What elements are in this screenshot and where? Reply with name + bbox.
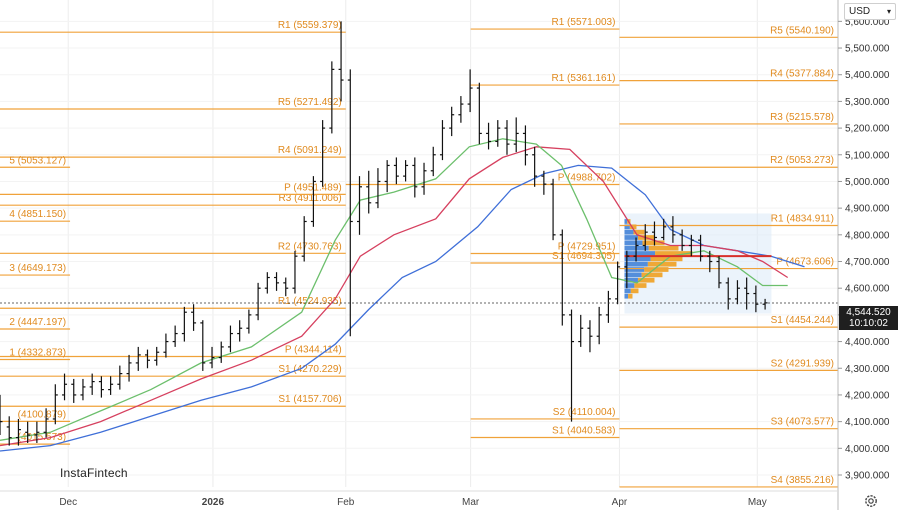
pivot-label: 1 (4332.873) — [9, 347, 66, 358]
gear-icon[interactable] — [864, 494, 878, 508]
volume-profile-bar — [624, 219, 628, 224]
volume-profile-bar — [624, 251, 656, 256]
current-price: 4,544.520 — [846, 307, 891, 318]
pivot-label: R1 (5571.003) — [552, 17, 616, 28]
y-tick-label: 5,600.000 — [845, 17, 890, 28]
pivot-label: R3 (5215.578) — [770, 112, 834, 123]
x-tick-label: Dec — [59, 497, 77, 508]
pivot-label: 2 (4447.197) — [9, 317, 66, 328]
volume-profile-bar — [624, 261, 648, 267]
volume-profile-bar — [641, 272, 663, 278]
pivot-label: S3 (4073.577) — [771, 417, 834, 428]
volume-profile-bar — [634, 283, 647, 288]
chevron-down-icon: ▾ — [886, 7, 891, 16]
pivot-label: P (4729.951) — [558, 242, 616, 253]
pivot-label: 3 (4649.173) — [9, 263, 66, 274]
y-tick-label: 4,600.000 — [845, 284, 890, 295]
ma-fast-line — [0, 138, 788, 441]
pivot-label: R2 (4730.763) — [278, 241, 342, 252]
pivot-label: R3 (4911.006) — [279, 193, 342, 204]
y-tick-label: 5,300.000 — [845, 97, 890, 108]
x-tick-label: Mar — [462, 497, 480, 508]
ma-mid-line — [0, 146, 789, 447]
current-price-tag: 4,544.520 10:10:02 — [839, 306, 898, 330]
pivot-label: S2 (4291.939) — [771, 358, 834, 369]
volume-profile-bar — [624, 283, 635, 288]
pivot-label: S1 (4270.229) — [278, 364, 341, 375]
volume-profile-bar — [655, 251, 693, 256]
volume-profile-bar — [642, 240, 665, 246]
volume-profile-bar — [624, 272, 642, 278]
y-tick-label: 4,700.000 — [845, 257, 890, 268]
y-tick-label: 4,100.000 — [845, 417, 890, 428]
volume-profile-bar — [637, 277, 655, 283]
currency-label: USD — [849, 6, 871, 17]
pivot-label: R1 (4524.935) — [278, 296, 342, 307]
pivot-label: S1 (4157.706) — [278, 394, 341, 405]
current-time: 10:10:02 — [849, 318, 888, 329]
volume-profile-bar — [630, 288, 639, 294]
y-tick-label: 4,800.000 — [845, 230, 890, 241]
volume-profile-bar — [628, 293, 633, 299]
volume-profile-bar — [624, 240, 643, 246]
ma-slow-line — [0, 164, 805, 452]
x-tick-label: Feb — [337, 497, 355, 508]
pivot-label: R2 (5053.273) — [770, 155, 834, 166]
pivot-label: S4 (3855.216) — [771, 475, 834, 486]
y-tick-label: 5,100.000 — [845, 150, 890, 161]
pivot-label: R5 (5271.492) — [278, 97, 342, 108]
pivot-label: P (4673.606) — [776, 257, 834, 268]
pivot-label: S1 (4454.244) — [771, 315, 834, 326]
y-tick-label: 5,500.000 — [845, 44, 890, 55]
pivot-label: P (4988.702) — [558, 172, 616, 183]
x-tick-label: Apr — [612, 497, 628, 508]
pivot-label: R5 (5540.190) — [770, 25, 834, 36]
volume-profile-bar — [624, 229, 634, 235]
volume-profile-bar — [629, 224, 637, 230]
y-tick-label: 4,200.000 — [845, 390, 890, 401]
pivot-label: R1 (5559.379) — [278, 20, 342, 31]
y-tick-label: 4,300.000 — [845, 364, 890, 375]
pivot-label: R4 (5091.249) — [278, 145, 342, 156]
y-tick-label: 5,000.000 — [845, 177, 890, 188]
pivot-label: P (4344.114) — [285, 344, 342, 355]
volume-profile-bar — [624, 277, 638, 283]
volume-profile-bar — [633, 229, 645, 235]
volume-profile-bar — [624, 235, 638, 240]
volume-profile-bar — [644, 267, 669, 272]
volume-profile-bar — [624, 224, 630, 230]
y-tick-label: 5,200.000 — [845, 124, 890, 135]
pivot-label: (4100.879) — [18, 409, 66, 420]
y-tick-label: 3,900.000 — [845, 470, 890, 481]
watermark-logo: InstaFintech — [60, 466, 128, 480]
volume-profile-bar — [624, 288, 631, 294]
volume-profile-bar — [624, 256, 651, 262]
x-tick-label: May — [748, 497, 767, 508]
pivot-label: R1 (5361.161) — [552, 73, 616, 84]
pivot-label: 4 (4851.150) — [9, 209, 66, 220]
pivot-label: S1 (4040.583) — [552, 425, 615, 436]
volume-profile-bar — [624, 267, 645, 272]
x-tick-label: 2026 — [202, 497, 225, 508]
volume-profile-bar — [648, 245, 679, 251]
pivot-label: 5 (5053.127) — [9, 155, 66, 166]
pivot-label: (4015.573) — [18, 432, 66, 443]
volume-profile-bar — [624, 293, 629, 299]
y-tick-label: 4,000.000 — [845, 444, 890, 455]
y-tick-label: 5,400.000 — [845, 70, 890, 81]
currency-select[interactable]: USD ▾ — [844, 3, 896, 20]
y-tick-label: 4,400.000 — [845, 337, 890, 348]
volume-profile-bar — [647, 261, 677, 267]
pivot-label: S2 (4110.004) — [553, 407, 616, 418]
pivot-label: R1 (4834.911) — [771, 214, 834, 225]
pivot-label: R4 (5377.884) — [770, 69, 834, 80]
y-tick-label: 4,900.000 — [845, 204, 890, 215]
pivot-label: S1 (4694.305) — [552, 251, 615, 262]
